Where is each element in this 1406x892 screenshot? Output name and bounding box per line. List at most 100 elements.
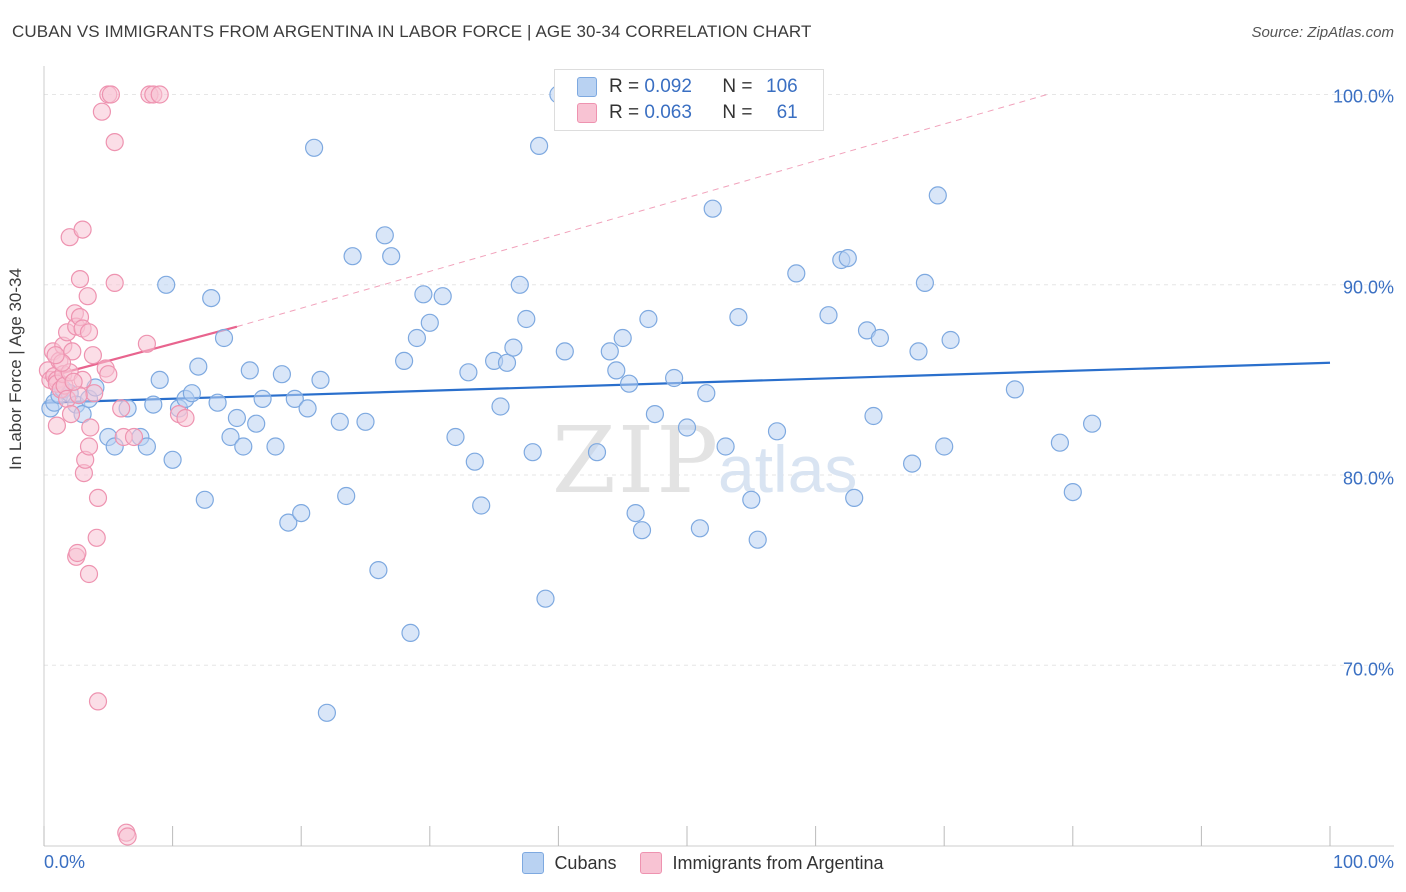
cuban-point xyxy=(555,342,574,361)
argentina-swatch xyxy=(577,103,597,123)
cuban-point xyxy=(787,264,806,283)
y-tick-label-100: 100.0% xyxy=(1332,86,1394,107)
argentina-point xyxy=(176,408,195,428)
cuban-point xyxy=(845,488,864,507)
cuban-point xyxy=(536,589,555,608)
cuban-point xyxy=(864,406,883,426)
cuban-point xyxy=(664,368,684,388)
cuban-point xyxy=(529,136,549,155)
r-label: R = xyxy=(609,76,645,97)
legend-label-argentina: Immigrants from Argentina xyxy=(672,852,884,873)
cuban-point xyxy=(690,519,710,538)
cuban-point xyxy=(292,503,311,523)
cuban-point xyxy=(234,437,253,456)
cuban-point xyxy=(1005,380,1025,399)
cuban-point xyxy=(613,328,632,348)
source-label: Source: ZipAtlas.com xyxy=(1251,24,1394,41)
cuban-point xyxy=(227,408,246,428)
cuban-point xyxy=(587,443,607,462)
argentina-point xyxy=(79,564,99,584)
legend-item-cubans[interactable]: Cubans xyxy=(522,852,616,874)
legend-label-cubans: Cubans xyxy=(554,852,617,873)
y-tick-label-80: 80.0% xyxy=(1342,468,1394,489)
r-label: R = xyxy=(609,102,645,123)
legend-swatch-cubans xyxy=(522,852,545,874)
cuban-point xyxy=(517,309,536,329)
argentina-point xyxy=(88,488,108,507)
legend-item-argentina[interactable]: Immigrants from Argentina xyxy=(640,852,884,874)
argentina-trend-extension xyxy=(236,94,1048,328)
cuban-point xyxy=(716,437,735,456)
cuban-point xyxy=(639,309,658,329)
cuban-point xyxy=(157,275,176,294)
cuban-point xyxy=(150,370,169,389)
watermark-atlas: atlas xyxy=(718,432,857,506)
cuban-point xyxy=(369,560,388,580)
cuban-point xyxy=(189,357,208,376)
argentina-point xyxy=(99,365,118,384)
cuban-point xyxy=(909,342,928,361)
cuban-point xyxy=(941,330,960,350)
n-value: 61 xyxy=(776,102,798,123)
trend-lines xyxy=(43,94,1331,404)
cubans-swatch xyxy=(577,77,597,97)
cuban-point xyxy=(240,361,259,380)
cuban-point xyxy=(870,328,890,348)
n-label: N = xyxy=(722,76,758,97)
cuban-point xyxy=(401,623,420,643)
legend-swatch-argentina xyxy=(640,852,663,874)
cuban-point xyxy=(497,353,517,372)
argentina-point xyxy=(124,427,144,447)
cuban-point xyxy=(272,365,291,384)
argentina-point xyxy=(81,418,100,437)
cuban-point xyxy=(632,521,652,540)
argentina-point xyxy=(61,405,81,424)
n-label: N = xyxy=(722,102,758,123)
r-value: 0.092 xyxy=(644,76,692,97)
cuban-point xyxy=(523,443,542,462)
cuban-point xyxy=(214,328,234,348)
cuban-point xyxy=(928,186,947,205)
y-tick-label-90: 90.0% xyxy=(1342,277,1394,298)
cuban-point xyxy=(838,249,857,268)
watermark-zip: ZIP xyxy=(552,407,720,514)
cuban-point xyxy=(915,273,935,292)
cuban-point xyxy=(420,313,439,332)
cuban-point xyxy=(504,338,523,357)
cuban-point xyxy=(491,397,510,416)
argentina-point xyxy=(137,334,156,353)
cuban-point xyxy=(407,328,426,348)
argentina-point xyxy=(47,416,67,435)
argentina-point xyxy=(78,287,97,306)
cuban-point xyxy=(935,437,954,456)
cuban-point xyxy=(202,289,221,308)
cuban-point xyxy=(703,199,722,218)
chart-title: CUBAN VS IMMIGRANTS FROM ARGENTINA IN LA… xyxy=(12,22,812,41)
cubans-trend-line xyxy=(43,361,1331,404)
cuban-point xyxy=(337,486,356,506)
cuban-point xyxy=(819,306,838,325)
bottom-legend: Cubans Immigrants from Argentina xyxy=(0,852,1406,874)
cuban-point xyxy=(395,351,414,370)
argentina-point xyxy=(101,85,121,104)
cuban-point xyxy=(510,275,529,294)
cuban-point xyxy=(748,530,767,549)
cuban-point xyxy=(1082,414,1102,433)
axes xyxy=(43,66,1394,847)
cuban-point xyxy=(767,422,787,441)
cuban-point xyxy=(356,412,375,431)
cuban-point xyxy=(446,427,465,447)
cuban-point xyxy=(298,399,317,418)
argentina-point xyxy=(105,273,124,292)
cuban-point xyxy=(247,414,266,433)
y-tick-label-70: 70.0% xyxy=(1342,659,1394,680)
cuban-point xyxy=(472,496,491,515)
r-value: 0.063 xyxy=(644,102,692,123)
argentina-point xyxy=(112,399,131,418)
argentina-point xyxy=(79,437,99,456)
cuban-point xyxy=(626,503,645,523)
cuban-point xyxy=(305,138,324,157)
cuban-point xyxy=(182,384,201,403)
cuban-point xyxy=(208,393,227,412)
